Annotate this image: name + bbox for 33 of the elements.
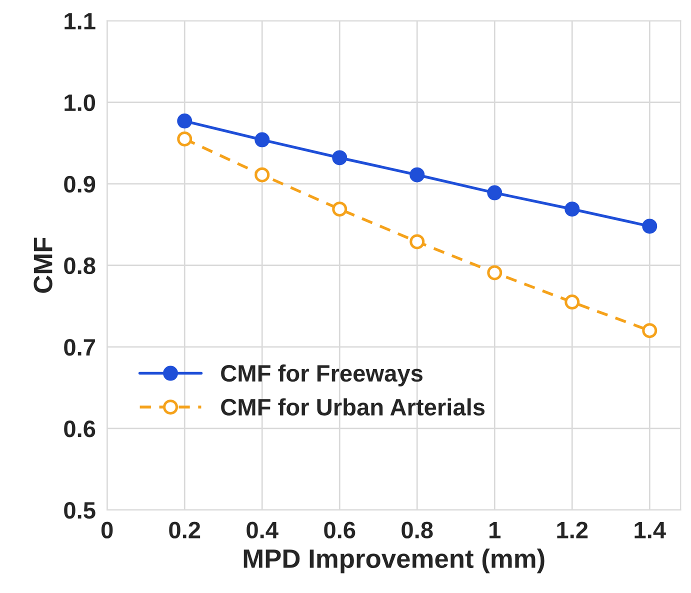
y-axis-title: CMF	[34, 238, 52, 293]
point	[487, 185, 502, 200]
x-tick-label: 1.2	[557, 522, 588, 538]
y-tick-label: 0.8	[64, 257, 96, 274]
point	[410, 167, 425, 182]
y-tick-label: 1.0	[64, 94, 96, 112]
x-tick-label: 1.4	[634, 522, 666, 538]
point	[177, 114, 192, 129]
point	[332, 150, 348, 166]
point	[487, 265, 502, 280]
point	[564, 202, 580, 217]
x-tick-label: 0	[101, 522, 113, 538]
point	[642, 323, 658, 338]
y-tick-label: 0.5	[64, 502, 96, 519]
x-axis-title: MPD Improvement (mm)	[244, 548, 544, 574]
point	[254, 167, 270, 182]
legend-label: CMF for Urban Arterials	[221, 398, 485, 416]
y-tick-label: 0.7	[64, 338, 95, 356]
x-tick-label: 0.8	[402, 522, 433, 538]
point	[410, 234, 425, 250]
point	[254, 132, 270, 148]
point	[564, 294, 580, 310]
legend-label: CMF for Freeways	[221, 364, 423, 386]
y-tick-label: 0.9	[64, 176, 96, 193]
x-tick-label: 0.4	[246, 522, 278, 538]
point	[332, 202, 348, 217]
point	[177, 131, 192, 146]
point	[642, 218, 658, 234]
y-tick-label: 1.1	[64, 13, 96, 30]
x-tick-label: 1	[490, 522, 501, 538]
y-tick-label: 0.6	[64, 420, 96, 438]
x-tick-label: 0.6	[324, 522, 356, 538]
x-tick-label: 0.2	[169, 522, 200, 538]
